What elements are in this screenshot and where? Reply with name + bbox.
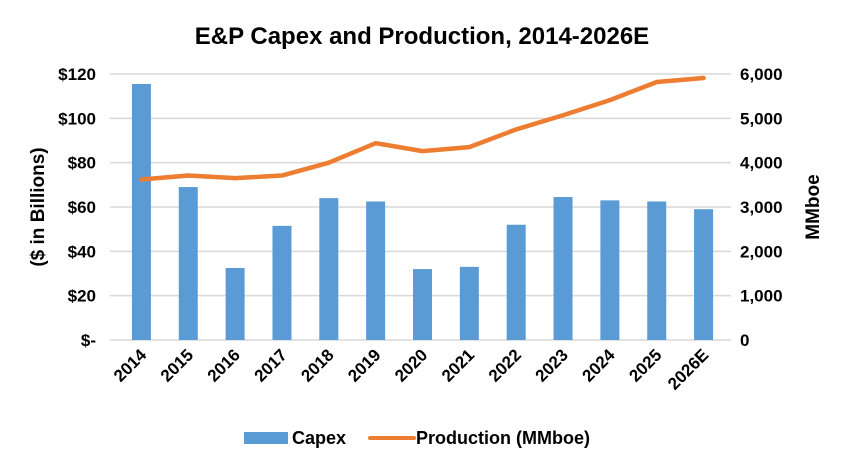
left-tick-label: $40 xyxy=(68,242,96,261)
x-tick-label: 2014 xyxy=(110,345,151,386)
legend-capex-swatch xyxy=(244,432,288,444)
capex-bar xyxy=(272,225,292,340)
right-tick-label: 2,000 xyxy=(740,242,783,261)
left-tick-label: $120 xyxy=(58,65,96,84)
capex-bar xyxy=(553,197,573,340)
capex-bar xyxy=(600,200,620,340)
capex-bar xyxy=(459,266,479,340)
left-axis-title: ($ in Billions) xyxy=(28,147,49,266)
right-tick-label: 4,000 xyxy=(740,154,783,173)
right-axis-title: MMboe xyxy=(803,174,824,239)
capex-bar xyxy=(647,201,667,340)
x-tick-label: 2018 xyxy=(297,345,337,385)
x-tick-label: 2021 xyxy=(438,345,478,385)
x-tick-label: 2026E xyxy=(664,345,712,393)
capex-bars xyxy=(131,83,714,340)
x-tick-label: 2015 xyxy=(157,345,197,385)
x-tick-label: 2023 xyxy=(532,345,572,385)
x-tick-label: 2022 xyxy=(485,345,525,385)
x-tick-label: 2019 xyxy=(344,345,384,385)
x-tick-label: 2020 xyxy=(391,345,431,385)
x-axis-ticks: 2014 2015 2016 2017 2018 2019 2020 2021 2022 2023… xyxy=(110,345,712,394)
chart-title: E&P Capex and Production, 2014-2026E xyxy=(195,23,649,50)
capex-bar xyxy=(413,269,432,340)
right-tick-label: 1,000 xyxy=(740,287,783,306)
left-tick-label: $100 xyxy=(58,109,96,128)
capex-bar xyxy=(366,201,386,340)
x-tick-label: 2024 xyxy=(579,345,620,386)
capex-bar xyxy=(178,187,198,340)
capex-bar xyxy=(319,198,339,340)
production-line-group xyxy=(139,75,706,182)
capex-bar xyxy=(694,209,714,340)
left-tick-label: $60 xyxy=(68,198,96,217)
gridlines xyxy=(110,73,731,341)
capex-bar xyxy=(131,83,151,340)
legend-production-label: Production (MMboe) xyxy=(416,428,590,448)
right-axis-ticks: 0 1,000 2,000 3,000 4,000 5,000 6,000 xyxy=(740,65,783,350)
x-tick-label: 2025 xyxy=(625,345,665,385)
right-tick-label: 0 xyxy=(740,331,749,350)
x-tick-label: 2017 xyxy=(251,345,291,385)
right-tick-label: 3,000 xyxy=(740,198,783,217)
right-tick-label: 5,000 xyxy=(740,109,783,128)
left-tick-label: $20 xyxy=(68,287,96,306)
left-axis-ticks: $- $20 $40 $60 $80 $100 $120 xyxy=(58,65,96,350)
legend-capex-label: Capex xyxy=(292,428,346,448)
left-tick-label: $- xyxy=(81,331,96,350)
legend: Capex Production (MMboe) xyxy=(244,428,590,448)
x-tick-label: 2016 xyxy=(204,345,244,385)
production-line xyxy=(139,75,706,182)
right-tick-label: 6,000 xyxy=(740,65,783,84)
capex-bar xyxy=(225,267,245,340)
capex-bar xyxy=(506,224,526,340)
left-tick-label: $80 xyxy=(68,154,96,173)
